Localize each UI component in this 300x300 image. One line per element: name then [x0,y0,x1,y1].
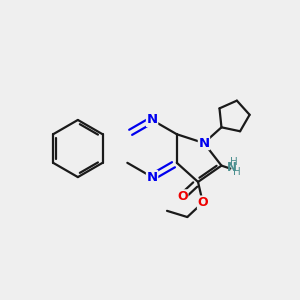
Text: H: H [230,157,238,167]
Text: N: N [146,171,158,184]
Text: N: N [198,136,209,150]
Text: O: O [197,196,208,209]
Text: H: H [233,167,240,177]
Text: O: O [177,190,188,203]
Text: N: N [146,113,158,127]
Text: N: N [227,161,237,175]
